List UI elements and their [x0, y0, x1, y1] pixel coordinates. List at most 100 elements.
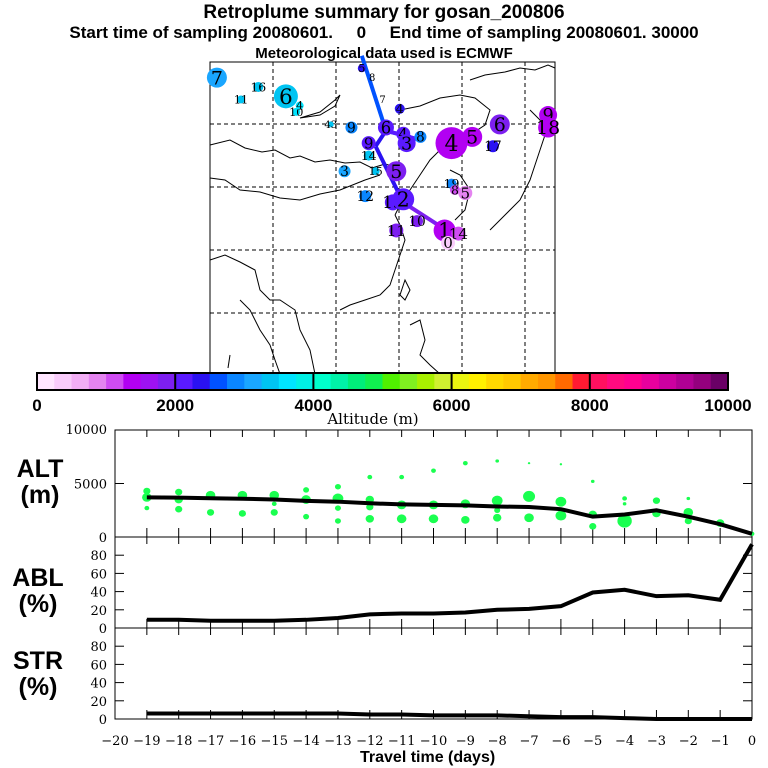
- map-frame: [209, 61, 556, 375]
- alt-axis-label: ALT (m): [10, 456, 70, 508]
- coastline-myanmar: [239, 299, 281, 375]
- colorbar-swatch: [71, 373, 90, 390]
- cluster-circle: [359, 190, 372, 203]
- cluster-label: 5: [390, 161, 402, 183]
- alt-line: [146, 495, 753, 536]
- sampling-time-subtitle: Start time of sampling 20080601. 0 End t…: [69, 23, 699, 42]
- x-tick-label: −13: [324, 734, 351, 749]
- colorbar-tick-label: 4000: [294, 396, 332, 415]
- cluster-label: 14: [449, 225, 468, 243]
- y-tick-label: 40: [90, 677, 107, 692]
- cluster-circle: [489, 114, 510, 135]
- altitude-point: [143, 487, 151, 495]
- altitude-point: [617, 514, 632, 528]
- colorbar-swatch: [710, 373, 729, 390]
- cluster-circle: [433, 219, 456, 242]
- cluster-label: 15: [368, 165, 382, 178]
- colorbar-swatch: [434, 373, 453, 390]
- colorbar-swatch: [123, 373, 142, 390]
- cluster-circle: [462, 126, 483, 147]
- colorbar-swatch: [88, 373, 107, 390]
- altitude-point: [527, 462, 531, 465]
- x-tick-label: −17: [197, 734, 224, 749]
- colorbar-swatch: [589, 373, 608, 390]
- altitude-point: [271, 501, 277, 507]
- altitude-point: [367, 474, 373, 480]
- coastlines: [209, 64, 556, 375]
- cluster-circle: [386, 161, 407, 182]
- cluster-label: 8: [451, 182, 459, 197]
- coastline-mongolia: [209, 139, 401, 169]
- colorbar-swatch: [468, 373, 487, 390]
- altitude-point: [206, 509, 215, 516]
- altitude-point: [334, 518, 341, 524]
- altitude-point: [366, 503, 374, 511]
- andaman: [227, 354, 231, 369]
- trajectory-segment: [359, 55, 388, 132]
- x-axis: −20 −19 −18 −17 −16 −15 −14 −13 −12 −11 −10 −9 −8 −7−…: [101, 734, 756, 749]
- cluster-circle: [295, 101, 304, 110]
- met-data-subtitle: Meteorological data used is ECMWF: [255, 45, 513, 62]
- cluster-circle: [363, 150, 374, 161]
- cluster-circle: [486, 140, 499, 153]
- colorbar-swatch: [140, 373, 159, 390]
- y-tick-label: 80: [90, 640, 107, 655]
- colorbar-swatch: [641, 373, 660, 390]
- x-tick-label: −20: [101, 734, 128, 749]
- cluster-circle: [237, 95, 246, 104]
- colorbar-swatch: [451, 373, 470, 390]
- altitude-point: [493, 513, 502, 522]
- x-tick-label: 0: [748, 734, 756, 749]
- colorbar-swatch: [693, 373, 712, 390]
- cluster-circle: [538, 117, 559, 138]
- altitude-point: [428, 514, 439, 524]
- altitude-point: [334, 483, 341, 490]
- cluster-circle: [253, 81, 264, 92]
- philippines: [409, 319, 441, 375]
- cluster-label: 8: [369, 73, 375, 84]
- str-line: [146, 711, 752, 721]
- altitude-point: [589, 523, 597, 530]
- cluster-circle: [411, 215, 423, 228]
- cluster-label: 5: [466, 127, 478, 149]
- cluster-label: 4: [296, 100, 303, 113]
- coastline-indochina: [209, 254, 316, 375]
- altitude-point: [495, 459, 500, 463]
- y-tick-label: 20: [90, 604, 107, 619]
- str-frame: [114, 627, 753, 720]
- map-panel: 7161161044395874643891445617918315125132…: [206, 55, 560, 375]
- lake-baikal: [299, 94, 341, 119]
- colorbar-tick-label: 2000: [156, 396, 194, 415]
- colorbar-swatch: [537, 373, 556, 390]
- y-tick-label: 5000: [74, 478, 107, 493]
- altitude-point: [270, 509, 278, 516]
- altitude-point: [555, 510, 567, 521]
- cluster-label: 5: [358, 62, 365, 75]
- x-tick-label: −4: [615, 734, 634, 749]
- altitude-point: [431, 468, 436, 473]
- coastline-tibet: [209, 174, 381, 201]
- cluster-label: 4: [398, 125, 408, 143]
- taiwan: [399, 278, 411, 301]
- x-tick-label: −15: [261, 734, 288, 749]
- altitude-point: [524, 513, 534, 523]
- cluster-label: 14: [361, 148, 377, 163]
- colorbar-swatch: [157, 373, 176, 390]
- colorbar-swatch: [261, 373, 280, 390]
- abl-label-line2: (%): [18, 590, 58, 618]
- colorbar-swatch: [399, 373, 418, 390]
- cluster-circle: [361, 136, 376, 151]
- colorbar-swatch: [676, 373, 694, 390]
- altitude-point: [399, 474, 405, 480]
- cluster-label: 9: [542, 106, 553, 126]
- cluster-label: 5: [460, 184, 470, 202]
- cluster-circle: [389, 223, 404, 238]
- x-tick-label: −3: [647, 734, 666, 749]
- cluster-label: 6: [381, 118, 391, 137]
- altitude-point: [622, 496, 627, 501]
- altitude-point: [303, 487, 310, 493]
- cluster-circle: [435, 127, 468, 160]
- altitude-point: [269, 490, 280, 500]
- colorbar-tick-label: 6000: [433, 396, 471, 415]
